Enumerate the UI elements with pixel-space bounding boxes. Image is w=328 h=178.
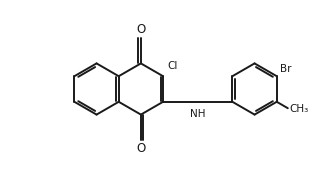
Text: CH₃: CH₃: [290, 104, 309, 114]
Text: Cl: Cl: [167, 61, 177, 71]
Text: O: O: [136, 23, 146, 36]
Text: Br: Br: [280, 64, 291, 74]
Text: O: O: [136, 142, 146, 155]
Text: NH: NH: [190, 109, 205, 119]
